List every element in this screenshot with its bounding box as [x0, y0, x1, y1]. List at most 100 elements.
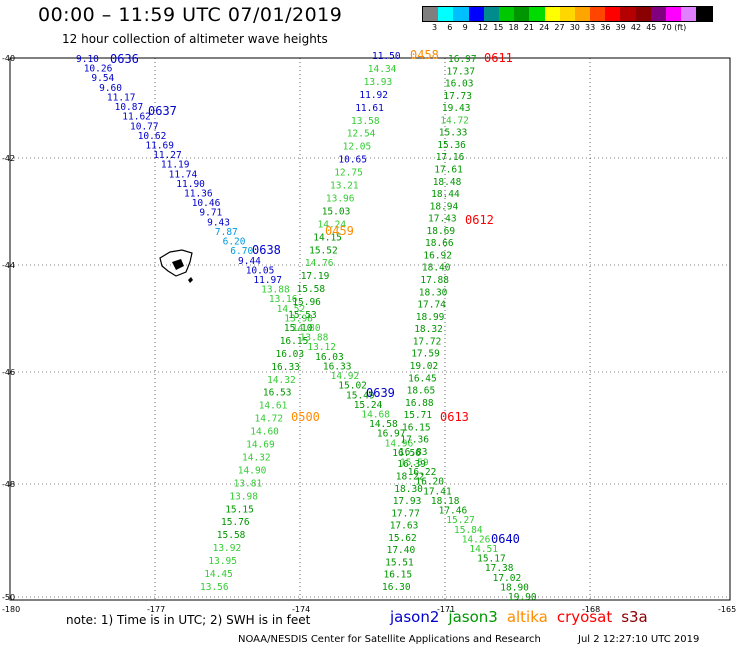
- colorbar-tick: 30: [569, 23, 580, 32]
- lon-label: -174: [292, 605, 310, 614]
- pass-number-label: 0636: [110, 52, 139, 66]
- colorbar-swatch: [605, 7, 621, 21]
- pass-labels: 0636 0637 0638 0639 0640 0458 0459 0500 0611 0612…: [110, 48, 520, 546]
- colorbar-swatch: [681, 7, 697, 21]
- wave-height-label: 10.46: [192, 198, 221, 209]
- wave-height-label: 7.87: [215, 227, 238, 238]
- wave-height-label: 14.15: [313, 232, 342, 243]
- wave-height-label: 13.93: [364, 77, 393, 88]
- wave-height-label: 13.58: [351, 116, 380, 127]
- satellite-name: jason3: [448, 608, 498, 626]
- colorbar-swatch: [620, 7, 636, 21]
- colorbar-swatch: [498, 7, 515, 21]
- pass-number-label: 0638: [252, 243, 281, 257]
- wave-height-label: 14.72: [440, 115, 469, 126]
- wave-height-label: 11.90: [176, 179, 205, 190]
- wave-height-label: 18.65: [407, 386, 436, 397]
- wave-height-label: 14.52: [277, 304, 306, 315]
- colorbar-swatch: [650, 7, 666, 21]
- wave-height-label: 13.96: [326, 194, 355, 205]
- colorbar-swatch: [559, 7, 575, 21]
- lat-label: -40: [2, 54, 15, 63]
- wave-height-label: 16.30: [382, 582, 411, 593]
- wave-height-label: 11.62: [122, 112, 151, 123]
- lat-label: -48: [2, 480, 15, 489]
- colorbar-swatch: [574, 7, 591, 21]
- pass-number-label: 0500: [291, 410, 320, 424]
- colorbar-swatch: [635, 7, 651, 21]
- lat-label: -44: [2, 261, 15, 270]
- wave-height-label: 15.10: [284, 323, 313, 334]
- wave-height-label: 13.95: [208, 556, 237, 567]
- wave-height-label: 16.53: [263, 388, 292, 399]
- wave-height-colorbar: [422, 6, 713, 22]
- wave-height-label: 17.63: [390, 521, 419, 532]
- wave-height-label: 18.69: [427, 226, 456, 237]
- wave-height-label: 14.69: [246, 440, 275, 451]
- graticule: [9, 57, 731, 600]
- wave-height-label: 11.69: [145, 141, 174, 152]
- wave-height-label: 15.24: [354, 400, 383, 411]
- pass-number-label: 0613: [440, 410, 469, 424]
- longitude-labels: -180 -177 -174 -171 -168 -165: [2, 605, 736, 614]
- wave-height-label: 18.48: [433, 177, 462, 188]
- wave-height-label: 16.56: [392, 448, 421, 459]
- colorbar-swatch: [529, 7, 545, 21]
- wave-height-label: 17.16: [436, 152, 465, 163]
- wave-height-label: 17.59: [411, 349, 440, 360]
- generated-time: Jul 2 12:27:10 UTC 2019: [578, 634, 700, 645]
- wave-height-label: 18.66: [425, 238, 454, 249]
- colorbar-swatch: [438, 7, 454, 21]
- colorbar-tick: 3: [432, 23, 438, 32]
- wave-height-label: 15.71: [404, 410, 433, 421]
- wave-height-label: 13.98: [284, 313, 313, 324]
- wave-height-label: 18.18: [431, 496, 460, 507]
- colorbar-swatch: [514, 7, 530, 21]
- wave-height-label: 18.30: [419, 287, 448, 298]
- pass-number-label: 0637: [148, 104, 177, 118]
- pass-number-label: 0459: [325, 224, 354, 238]
- colorbar-swatch: [544, 7, 560, 21]
- wave-height-label: 15.52: [309, 245, 338, 256]
- wave-height-label: 15.76: [221, 517, 250, 528]
- wave-height-label: 14.45: [204, 569, 233, 580]
- wave-height-label: 17.77: [391, 508, 420, 519]
- wave-height-label: 17.93: [393, 496, 422, 507]
- wave-height-label: 19.90: [508, 592, 537, 603]
- wave-height-label: 10.26: [84, 64, 113, 75]
- wave-height-label: 13.16: [269, 294, 298, 305]
- wave-height-label: 6.70: [230, 246, 253, 257]
- wave-height-label: 16.15: [280, 336, 309, 347]
- wave-height-label: 11.61: [355, 103, 384, 114]
- wave-height-label: 10.87: [115, 102, 144, 113]
- satellite-name: jason2: [390, 608, 440, 626]
- colorbar-tick: 39: [615, 23, 626, 32]
- satellite-name: s3a: [621, 608, 648, 626]
- colorbar-tick: 45: [646, 23, 657, 32]
- colorbar-tick: 24: [539, 23, 550, 32]
- wave-height-label: 9.54: [91, 73, 114, 84]
- wave-height-label: 15.62: [388, 533, 417, 544]
- wave-height-label: 11.36: [184, 189, 213, 200]
- wave-height-label: 12.75: [334, 168, 363, 179]
- wave-height-label: 13.88: [300, 333, 329, 344]
- page-title: 00:00 – 11:59 UTC 07/01/2019: [38, 4, 343, 26]
- wave-height-label: 16.03: [445, 79, 474, 90]
- colorbar-tick: 21: [523, 23, 534, 32]
- wave-height-label: 16.88: [405, 398, 434, 409]
- wave-height-label: 17.19: [301, 271, 330, 282]
- satellite-name: cryosat: [556, 608, 613, 626]
- wave-height-label: 11.50: [372, 51, 401, 62]
- wave-height-label: 16.97: [448, 54, 477, 65]
- wave-height-label: 10.65: [338, 155, 367, 166]
- wave-height-label: 14.80: [292, 323, 321, 334]
- units-note: note: 1) Time is in UTC; 2) SWH is in fe…: [66, 613, 311, 627]
- wave-height-label: 11.97: [253, 275, 282, 286]
- colorbar-tick: 36: [600, 23, 611, 32]
- colorbar-tick-labels: 3 6 9 12 15 18 21 24 27 30 33 36 39 42 45 70 (ft): [422, 23, 740, 35]
- wave-height-label: 15.27: [446, 515, 475, 526]
- wave-height-label: 14.32: [242, 453, 271, 464]
- colorbar-tick: 6: [447, 23, 453, 32]
- wave-height-label: 16.03: [276, 349, 305, 360]
